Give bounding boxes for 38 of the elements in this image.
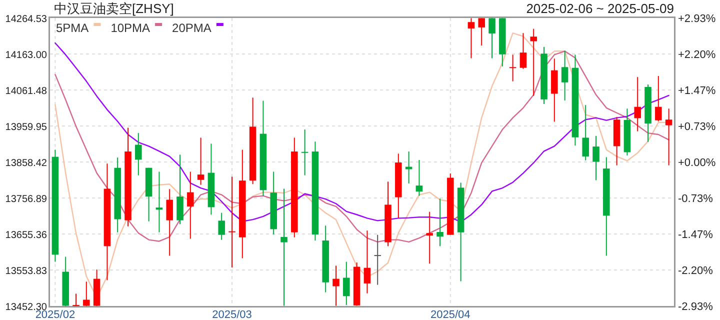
y-tick-label: 13858.42 (5, 158, 48, 169)
y2-tick-label: -2.93% (678, 301, 714, 313)
candlestick (592, 136, 600, 180)
legend-label: 10PMA (110, 21, 150, 35)
candlestick (478, 18, 485, 46)
y-tick-label: 13959.95 (5, 122, 48, 133)
legend-label: 20PMA (172, 21, 212, 35)
y2-tick-label: -1.47% (678, 229, 714, 242)
y-tick-label: 13756.89 (5, 194, 48, 205)
x-tick-label: 2025/02 (35, 309, 76, 320)
x-tick-label: 2025/03 (212, 309, 252, 320)
y2-tick-label: -2.20% (678, 265, 714, 278)
x-tick-label: 2025/04 (430, 309, 470, 320)
candlestick (166, 189, 173, 256)
y-tick-label: 14264.53 (5, 14, 48, 25)
candlestick (582, 105, 589, 160)
candlestick (62, 256, 69, 306)
candlestick (488, 18, 496, 58)
candlestick (176, 154, 184, 224)
y-tick-label: 14061.48 (5, 86, 48, 97)
chart-title: 中汉豆油卖空[ZHSY] (54, 1, 174, 16)
y2-tick-label: +0.00% (678, 157, 716, 169)
candlestick (83, 282, 90, 306)
candlestick (426, 212, 433, 264)
candlestick (384, 182, 392, 246)
chart-subtitle: 2025-02-06 ~ 2025-05-09 (526, 1, 674, 16)
y-tick-label: 13655.36 (5, 230, 48, 241)
candlestick (280, 188, 288, 306)
y2-tick-label: +2.93% (678, 13, 716, 25)
candlestick (499, 18, 506, 66)
y2-tick-label: +0.73% (678, 121, 716, 134)
y-tick-label: 13553.83 (5, 266, 48, 277)
y-tick-label: 14163.00 (5, 50, 48, 61)
candlestick (218, 212, 225, 240)
y2-tick-label: -0.73% (678, 192, 714, 205)
y2-tick-label: +1.47% (678, 84, 716, 97)
y2-tick-label: +2.20% (678, 48, 716, 61)
legend-label: 5PMA (56, 21, 89, 35)
